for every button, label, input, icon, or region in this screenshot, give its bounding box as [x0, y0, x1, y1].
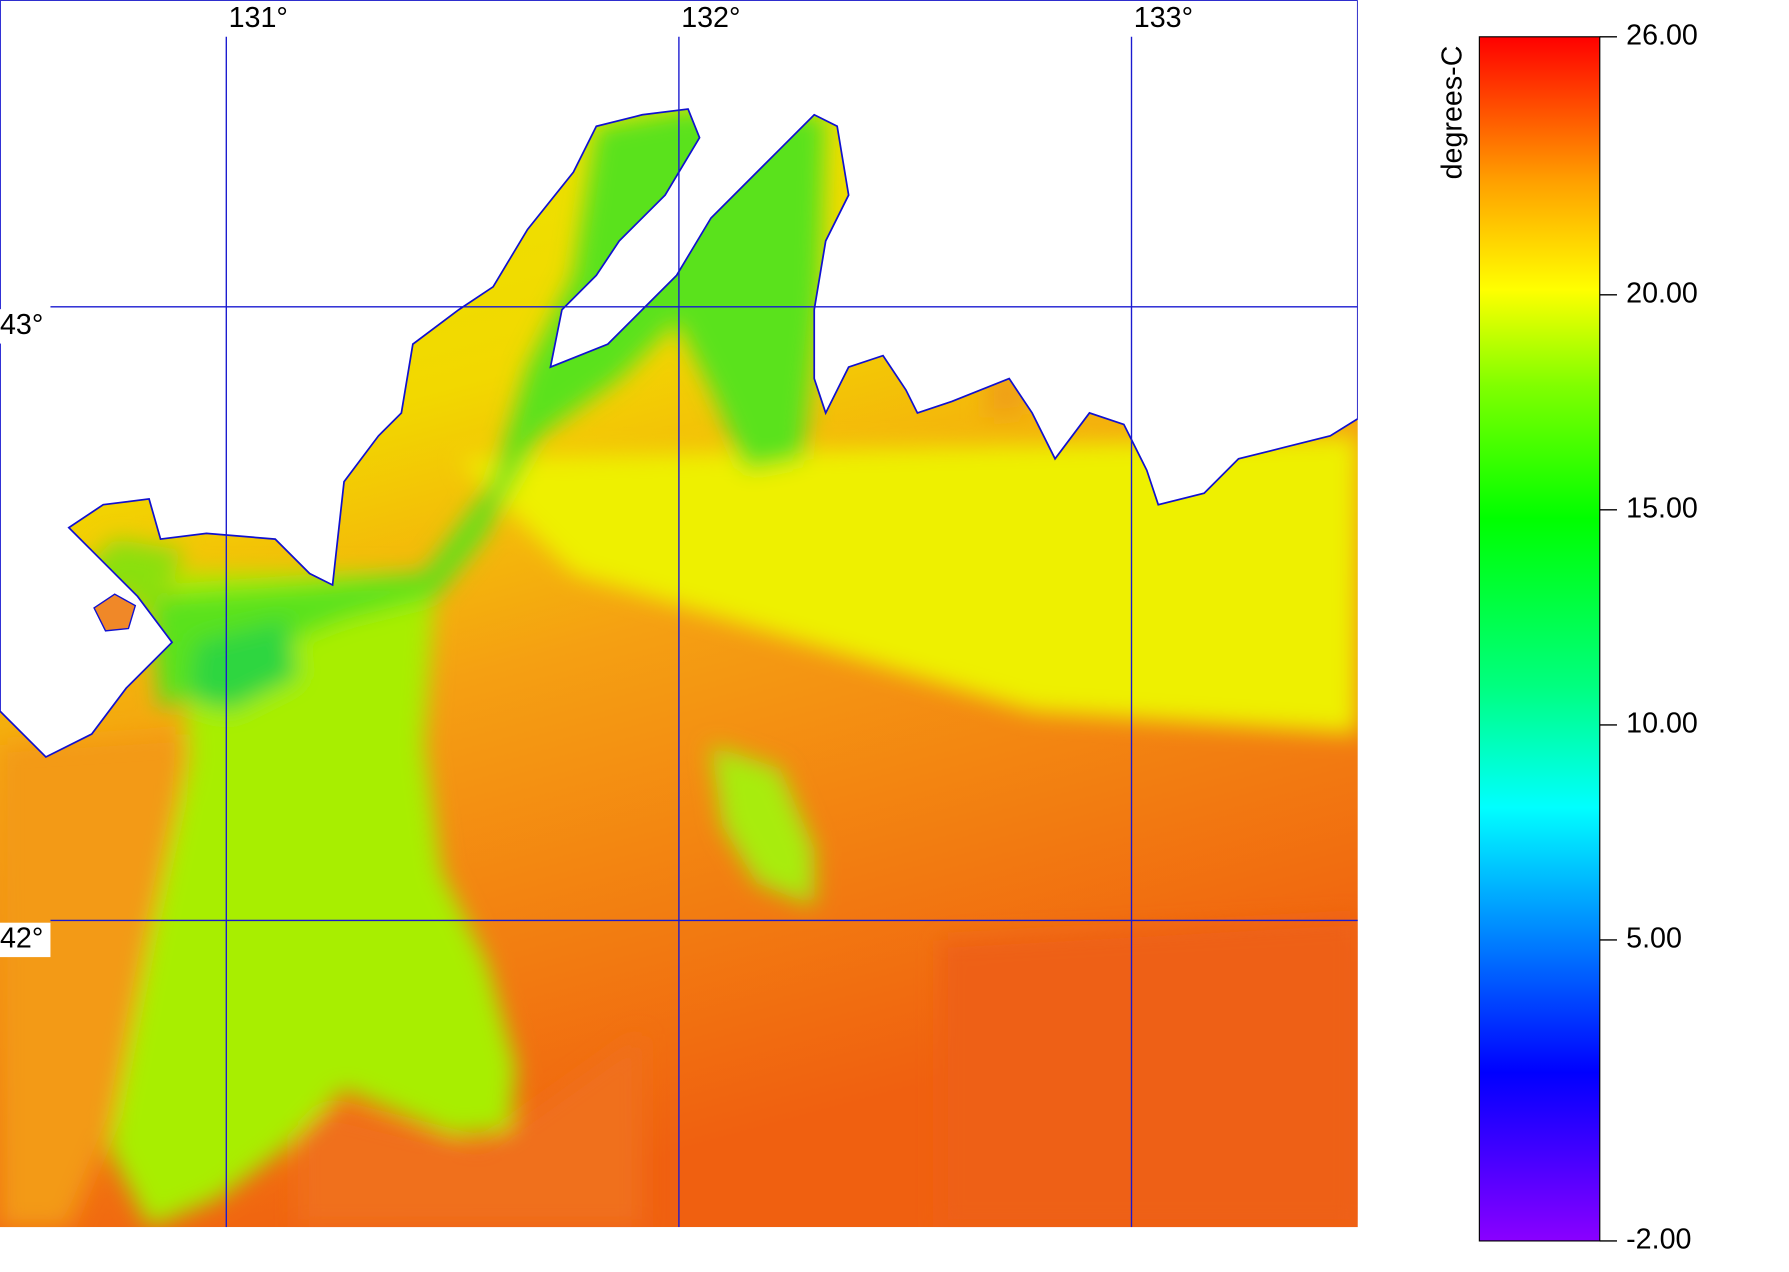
lon-label: 133°	[1134, 2, 1193, 34]
lat-label-bg	[0, 922, 51, 958]
graticule	[50, 36, 1358, 1228]
colorbar-tick-label: 15.00	[1626, 492, 1698, 524]
island	[93, 593, 137, 632]
sst-field	[0, 0, 1358, 1228]
colorbar	[1478, 36, 1601, 1242]
colorbar-tick-label: -2.00	[1626, 1224, 1691, 1256]
lat-label-bg	[0, 309, 51, 344]
lon-label: 131°	[229, 2, 288, 34]
lon-label: 132°	[681, 2, 740, 34]
colorbar-ticks: 26.00 20.00 15.00 10.00 5.00 -2.00	[1599, 19, 1698, 1256]
lat-label: 42°	[0, 922, 43, 954]
colorbar-tick-label: 26.00	[1626, 19, 1698, 51]
land	[0, 0, 1358, 759]
colorbar-label: degrees-C	[1437, 46, 1469, 180]
colorbar-tick-label: 20.00	[1626, 277, 1698, 309]
colorbar-tick-label: 10.00	[1626, 707, 1698, 739]
colorbar-tick-label: 5.00	[1626, 922, 1682, 954]
lat-label: 43°	[0, 309, 43, 341]
coordinate-labels: 131° 132° 133° 43° 42°	[0, 2, 1193, 958]
